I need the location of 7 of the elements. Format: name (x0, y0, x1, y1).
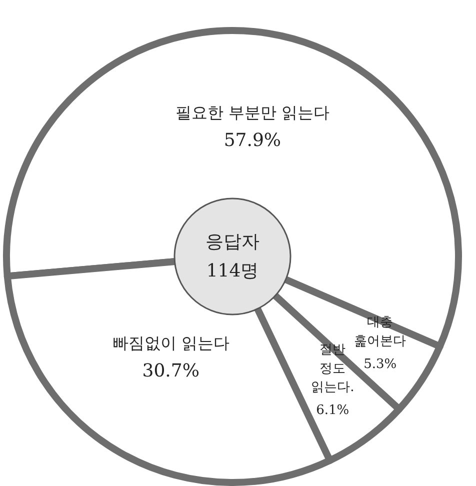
text: 응답자 114명 (206, 231, 260, 282)
data-label: 5.3% (364, 356, 397, 372)
data-label: 57.9% (224, 130, 282, 151)
slice-label: 필요한 부분만 읽는다 (175, 102, 330, 122)
data-label: 30.7% (142, 360, 200, 382)
data-label: 6.1% (316, 403, 350, 418)
slice-label: 빠짐없이 읽는다 (112, 333, 230, 352)
